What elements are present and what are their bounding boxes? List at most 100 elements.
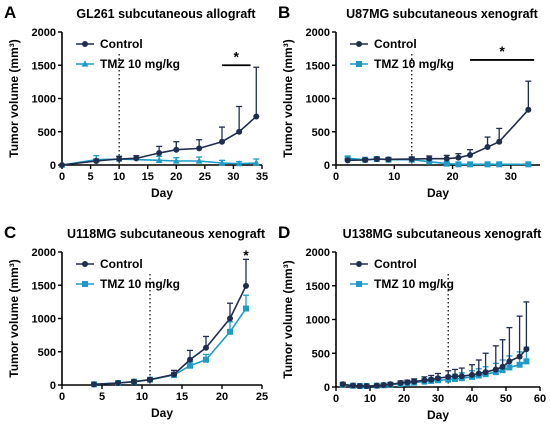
data-point (484, 144, 491, 151)
data-point (525, 161, 532, 168)
x-tick-label: 40 (466, 393, 478, 405)
x-axis-label: Day (151, 186, 173, 200)
x-tick-label: 10 (113, 171, 125, 183)
legend-label-tmz: TMZ 10 mg/kg (374, 57, 454, 71)
legend-label-tmz: TMZ 10 mg/kg (374, 277, 454, 291)
x-tick-label: 25 (256, 391, 268, 403)
data-point (133, 155, 140, 162)
data-point (525, 106, 532, 113)
data-point (236, 128, 243, 135)
data-point (408, 156, 415, 163)
x-tick-label: 15 (142, 171, 154, 183)
data-point (171, 371, 177, 378)
data-point (339, 381, 346, 388)
data-point (467, 161, 474, 168)
panel-title: U138MG subcutaneous xenograft (343, 227, 542, 241)
y-tick-label: 500 (38, 127, 56, 139)
x-tick-label: 30 (432, 393, 444, 405)
legend-marker-control (356, 261, 362, 267)
data-point (93, 158, 100, 165)
panel-letter: D (278, 223, 290, 242)
y-tick-label: 1000 (306, 315, 330, 327)
data-point (387, 381, 394, 388)
data-point (115, 380, 121, 387)
data-point (506, 358, 513, 365)
data-point (458, 373, 465, 380)
data-point (155, 156, 163, 163)
series-line (342, 360, 527, 387)
data-point (435, 375, 441, 382)
data-point (385, 156, 392, 163)
x-tick-label: 30 (505, 171, 517, 183)
x-tick-label: 20 (398, 393, 410, 405)
x-tick-label: 30 (227, 171, 239, 183)
x-tick-label: 10 (388, 171, 400, 183)
data-point (147, 376, 153, 383)
y-tick-label: 1000 (32, 314, 56, 326)
legend-label-control: Control (374, 257, 417, 271)
x-tick-label: 0 (59, 171, 65, 183)
legend-label-control: Control (374, 37, 417, 51)
data-point (59, 162, 65, 168)
significance-star: * (243, 247, 249, 263)
legend-marker-tmz (81, 60, 89, 67)
data-point (411, 378, 418, 385)
data-point (187, 356, 193, 363)
legend-marker-tmz (356, 61, 362, 67)
panel-title: U118MG subcutaneous xenograft (67, 227, 266, 241)
significance-star: * (499, 43, 505, 59)
data-point (455, 154, 462, 161)
legend-marker-tmz (356, 281, 362, 287)
y-tick-label: 0 (50, 380, 56, 392)
data-point (492, 366, 499, 373)
x-tick-label: 0 (333, 393, 339, 405)
legend: Control TMZ 10 mg/kg (350, 257, 454, 291)
data-point (243, 282, 249, 289)
x-tick-label: 35 (256, 171, 268, 183)
data-point (227, 328, 233, 335)
x-tick-label: 0 (59, 391, 65, 403)
legend: Control TMZ 10 mg/kg (76, 257, 180, 291)
data-point (227, 315, 233, 322)
data-point (218, 159, 226, 166)
data-point (482, 369, 489, 376)
data-point (363, 382, 370, 389)
data-point (516, 361, 523, 368)
panel-letter: C (4, 223, 16, 242)
data-point (203, 344, 209, 351)
panel-d: D U138MG subcutaneous xenograft0500100015… (278, 223, 546, 422)
x-tick-label: 10 (136, 391, 148, 403)
data-point (91, 381, 97, 388)
data-point (455, 161, 462, 168)
x-tick-label: 20 (446, 171, 458, 183)
x-tick-label: 20 (170, 171, 182, 183)
x-axis-label: Day (427, 186, 449, 200)
x-axis-label: Day (151, 406, 173, 420)
legend-label-tmz: TMZ 10 mg/kg (100, 277, 180, 291)
x-tick-label: 5 (99, 391, 105, 403)
series-control (91, 258, 249, 388)
data-point (469, 371, 475, 378)
series-line (347, 109, 529, 162)
y-tick-label: 500 (312, 348, 330, 360)
legend: Control TMZ 10 mg/kg (350, 37, 454, 71)
panel-letter: B (278, 3, 290, 22)
data-point (203, 356, 209, 363)
data-point (506, 364, 513, 371)
data-point (219, 138, 225, 145)
legend-label-tmz: TMZ 10 mg/kg (100, 57, 180, 71)
data-point (452, 373, 458, 380)
series-line (93, 285, 247, 386)
data-point (373, 382, 380, 389)
data-point (496, 161, 503, 168)
data-point (187, 362, 193, 369)
data-point (426, 155, 433, 162)
series-control (344, 80, 532, 164)
y-tick-label: 1000 (306, 94, 330, 106)
y-tick-label: 2000 (306, 27, 330, 39)
data-point (421, 377, 428, 384)
x-tick-label: 15 (176, 391, 188, 403)
legend-label-control: Control (100, 37, 143, 51)
